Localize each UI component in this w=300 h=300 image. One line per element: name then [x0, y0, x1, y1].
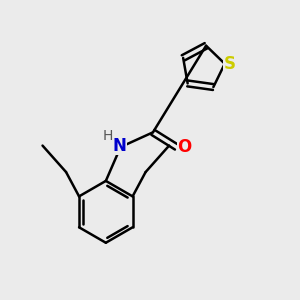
Text: S: S [224, 55, 236, 73]
Text: N: N [112, 136, 126, 154]
Text: H: H [103, 129, 113, 143]
Text: O: O [178, 138, 192, 156]
